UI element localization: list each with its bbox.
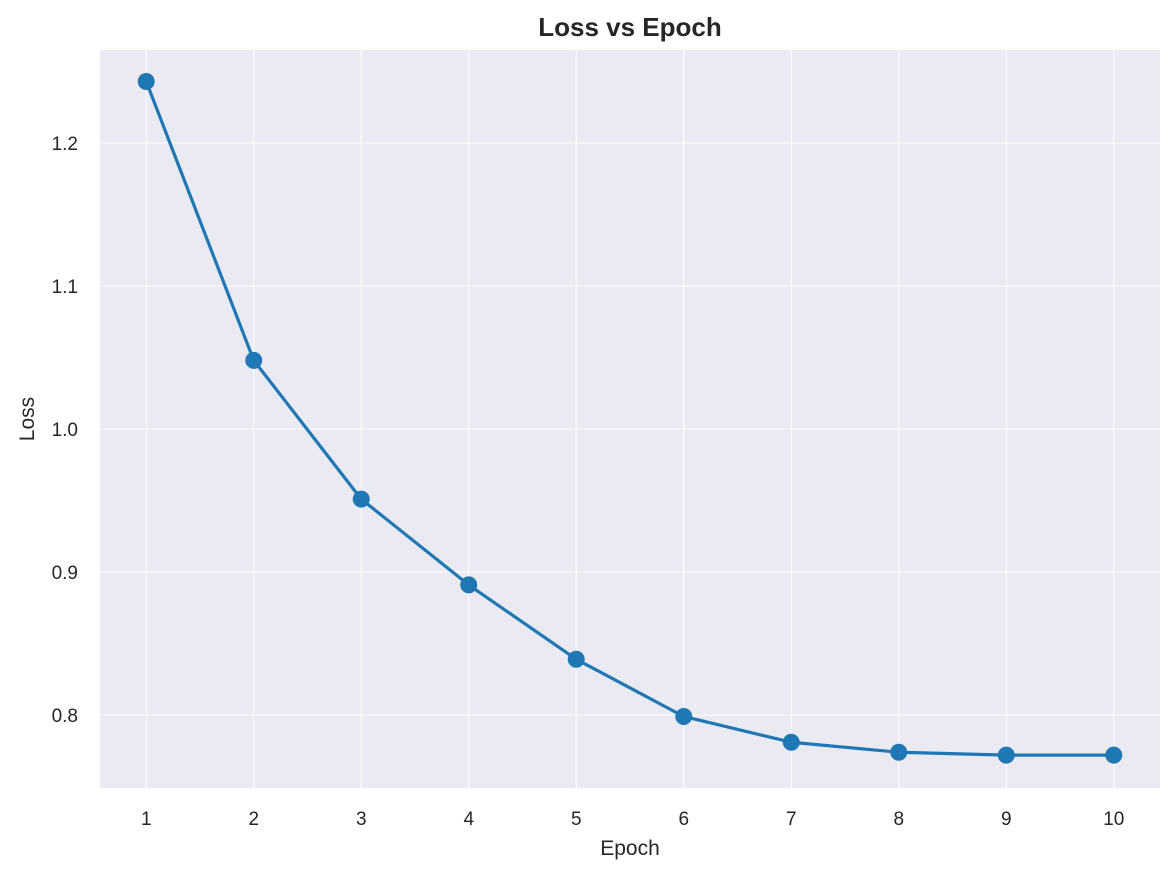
y-tick-label: 1.0	[52, 420, 78, 441]
x-tick-label: 1	[141, 809, 152, 830]
y-tick-label: 0.8	[52, 706, 78, 727]
x-tick-label: 5	[571, 809, 582, 830]
series-loss	[137, 72, 1123, 764]
chart-title: Loss vs Epoch	[538, 12, 722, 42]
x-tick-labels: 1 2 3 4 5 6 7 8 9 10	[141, 809, 1124, 830]
x-tick-label: 7	[786, 809, 797, 830]
data-point	[460, 576, 478, 594]
data-point	[567, 650, 585, 668]
x-tick-label: 3	[356, 809, 367, 830]
data-point	[997, 746, 1015, 764]
data-point	[675, 707, 693, 725]
data-point	[782, 733, 800, 751]
y-tick-label: 1.1	[52, 277, 78, 298]
grid-lines	[100, 50, 1160, 788]
x-tick-label: 8	[893, 809, 904, 830]
x-tick-label: 9	[1001, 809, 1012, 830]
data-point	[890, 743, 908, 761]
y-axis-label: Loss	[16, 397, 39, 441]
x-tick-label: 2	[248, 809, 259, 830]
x-tick-label: 4	[463, 809, 474, 830]
plot-area	[100, 50, 1160, 788]
y-tick-labels: 0.8 0.9 1.0 1.1 1.2	[52, 134, 78, 727]
data-point	[137, 72, 155, 90]
x-tick-label: 6	[678, 809, 689, 830]
x-axis-label: Epoch	[600, 837, 660, 860]
y-tick-label: 1.2	[52, 134, 78, 155]
data-point	[352, 490, 370, 508]
data-point	[1105, 746, 1123, 764]
y-tick-label: 0.9	[52, 563, 78, 584]
loss-line	[144, 80, 1114, 757]
x-tick-label: 10	[1103, 809, 1124, 830]
data-point	[245, 351, 263, 369]
